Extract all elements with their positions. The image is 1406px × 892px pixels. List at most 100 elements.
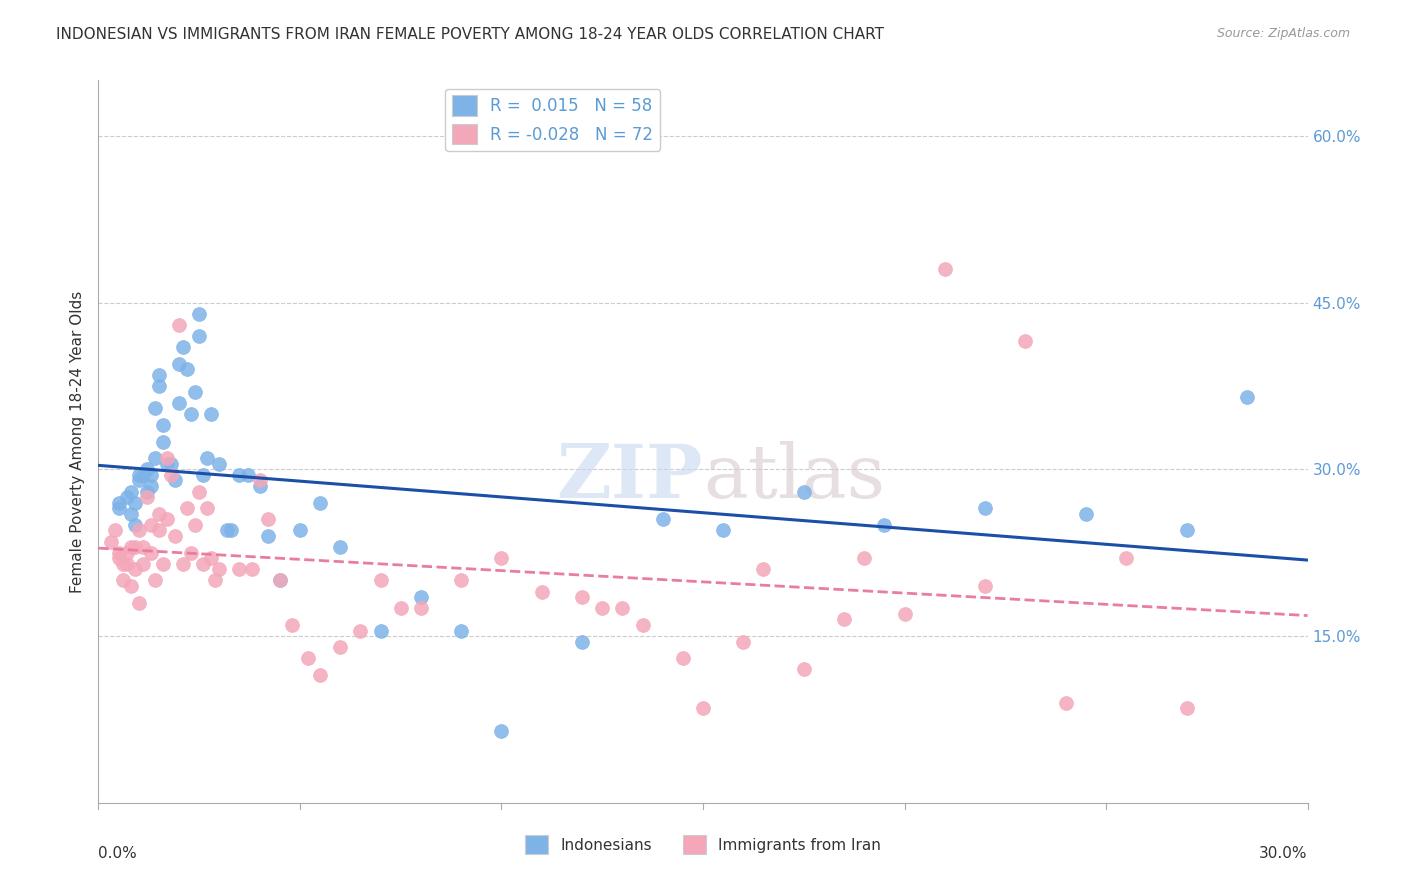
- Point: [180, 546, 202, 560]
- Point: [103, 524, 125, 538]
- Point: [120, 579, 142, 593]
- Point: [491, 723, 513, 738]
- Point: [204, 574, 226, 588]
- Point: [221, 524, 243, 538]
- Point: [124, 517, 146, 532]
- Point: [188, 307, 211, 321]
- Point: [195, 501, 218, 516]
- Point: [1175, 524, 1198, 538]
- Point: [176, 362, 198, 376]
- Point: [152, 557, 174, 571]
- Point: [107, 501, 129, 516]
- Point: [143, 574, 166, 588]
- Point: [193, 557, 215, 571]
- Point: [1175, 701, 1198, 715]
- Point: [228, 467, 250, 482]
- Point: [107, 496, 129, 510]
- Point: [389, 601, 412, 615]
- Point: [124, 496, 146, 510]
- Point: [167, 318, 190, 332]
- Point: [571, 590, 593, 604]
- Text: INDONESIAN VS IMMIGRANTS FROM IRAN FEMALE POVERTY AMONG 18-24 YEAR OLDS CORRELAT: INDONESIAN VS IMMIGRANTS FROM IRAN FEMAL…: [56, 27, 884, 42]
- Point: [128, 467, 150, 482]
- Point: [180, 407, 202, 421]
- Point: [832, 612, 855, 626]
- Point: [853, 551, 876, 566]
- Point: [120, 507, 142, 521]
- Point: [128, 474, 150, 488]
- Point: [120, 484, 142, 499]
- Point: [288, 524, 311, 538]
- Point: [111, 574, 134, 588]
- Point: [793, 662, 815, 676]
- Point: [132, 557, 155, 571]
- Point: [934, 262, 956, 277]
- Point: [200, 407, 222, 421]
- Point: [148, 368, 170, 382]
- Point: [167, 357, 190, 371]
- Point: [156, 451, 179, 466]
- Point: [163, 529, 186, 543]
- Point: [148, 507, 170, 521]
- Point: [156, 457, 179, 471]
- Point: [135, 484, 157, 499]
- Point: [172, 557, 194, 571]
- Point: [148, 379, 170, 393]
- Point: [208, 562, 231, 576]
- Point: [236, 467, 259, 482]
- Point: [450, 574, 472, 588]
- Point: [974, 579, 997, 593]
- Point: [107, 551, 129, 566]
- Point: [163, 474, 186, 488]
- Point: [256, 529, 278, 543]
- Point: [240, 562, 263, 576]
- Point: [631, 618, 654, 632]
- Point: [100, 534, 122, 549]
- Point: [128, 596, 150, 610]
- Text: Source: ZipAtlas.com: Source: ZipAtlas.com: [1216, 27, 1350, 40]
- Point: [612, 601, 634, 615]
- Point: [124, 562, 146, 576]
- Point: [530, 584, 553, 599]
- Point: [160, 467, 183, 482]
- Point: [793, 484, 815, 499]
- Point: [160, 457, 183, 471]
- Point: [733, 634, 755, 648]
- Point: [208, 457, 231, 471]
- Point: [135, 490, 157, 504]
- Point: [329, 540, 352, 554]
- Point: [139, 479, 162, 493]
- Point: [139, 467, 162, 482]
- Point: [143, 451, 166, 466]
- Point: [1014, 334, 1036, 349]
- Point: [370, 574, 392, 588]
- Point: [135, 462, 157, 476]
- Point: [1236, 390, 1258, 404]
- Text: ZIP: ZIP: [557, 442, 703, 514]
- Point: [491, 551, 513, 566]
- Point: [172, 340, 194, 354]
- Point: [329, 640, 352, 655]
- Point: [115, 557, 138, 571]
- Point: [309, 668, 332, 682]
- Point: [450, 624, 472, 638]
- Point: [409, 590, 432, 604]
- Point: [176, 501, 198, 516]
- Text: 30.0%: 30.0%: [1260, 847, 1308, 861]
- Point: [132, 540, 155, 554]
- Point: [1054, 696, 1077, 710]
- Legend: Indonesians, Immigrants from Iran: Indonesians, Immigrants from Iran: [519, 830, 887, 860]
- Point: [124, 540, 146, 554]
- Point: [269, 574, 291, 588]
- Point: [692, 701, 714, 715]
- Point: [128, 524, 150, 538]
- Y-axis label: Female Poverty Among 18-24 Year Olds: Female Poverty Among 18-24 Year Olds: [69, 291, 84, 592]
- Point: [591, 601, 613, 615]
- Point: [297, 651, 319, 665]
- Point: [672, 651, 695, 665]
- Point: [139, 517, 162, 532]
- Point: [249, 479, 271, 493]
- Point: [269, 574, 291, 588]
- Point: [217, 524, 239, 538]
- Point: [188, 484, 211, 499]
